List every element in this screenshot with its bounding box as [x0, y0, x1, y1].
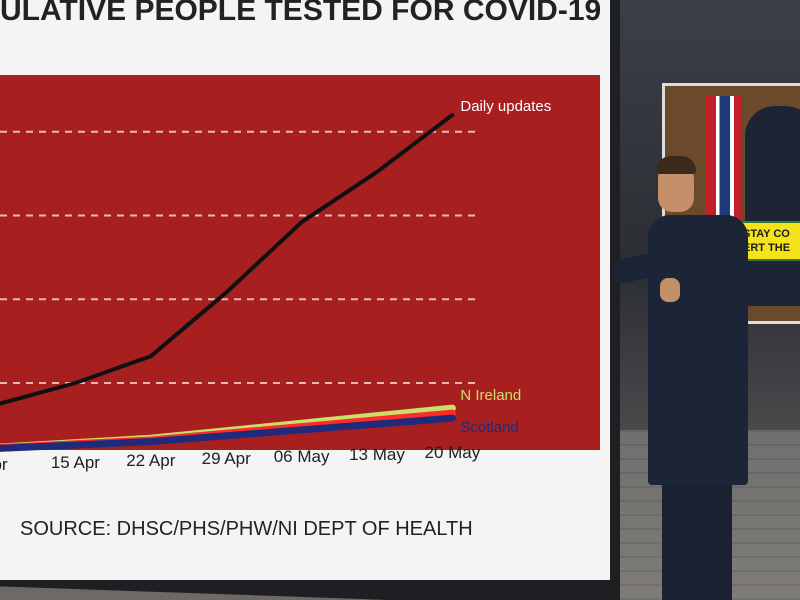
x-tick-label-2: 22 Apr	[126, 451, 175, 470]
x-tick-label-5: 13 May	[349, 445, 405, 464]
x-tick-label-3: 29 Apr	[202, 449, 251, 468]
x-tick-label-4: 06 May	[274, 447, 330, 466]
x-axis-ticks: pr 15 Apr 22 Apr 29 Apr 06 May 13 May 20 May	[0, 443, 481, 474]
chart-title: ULATIVE PEOPLE TESTED FOR COVID-19	[0, 0, 601, 27]
presenter-hair	[656, 156, 696, 174]
x-tick-label-0: pr	[0, 455, 8, 474]
banner-line-2: ERT THE	[743, 242, 791, 254]
series-group	[0, 113, 456, 452]
series-line-scotland	[0, 414, 456, 452]
series-label-scotland: Scotland	[460, 419, 518, 436]
x-tick-label-6: 20 May	[425, 443, 481, 462]
presenter	[610, 156, 760, 600]
chart: ULATIVE PEOPLE TESTED FOR COVID-19 Daily…	[0, 0, 610, 580]
video-wall-screen: ULATIVE PEOPLE TESTED FOR COVID-19 Daily…	[0, 0, 610, 580]
series-label-daily-updates: Daily updates	[460, 98, 551, 115]
x-tick-label-1: 15 Apr	[51, 453, 100, 472]
presenter-hand	[660, 278, 680, 302]
series-label-n-ireland: N Ireland	[460, 387, 521, 404]
series-labels: Daily updates N Ireland Scotland	[460, 98, 551, 436]
plot-area	[0, 75, 600, 450]
chart-svg: ULATIVE PEOPLE TESTED FOR COVID-19 Daily…	[0, 0, 610, 580]
source-note: SOURCE: DHSC/PHS/PHW/NI DEPT OF HEALTH	[20, 518, 473, 540]
banner-line-1: STAY CO	[743, 228, 790, 240]
background-monitor: STAY CO ERT THE	[662, 83, 800, 324]
monitor-speaker	[745, 106, 800, 306]
